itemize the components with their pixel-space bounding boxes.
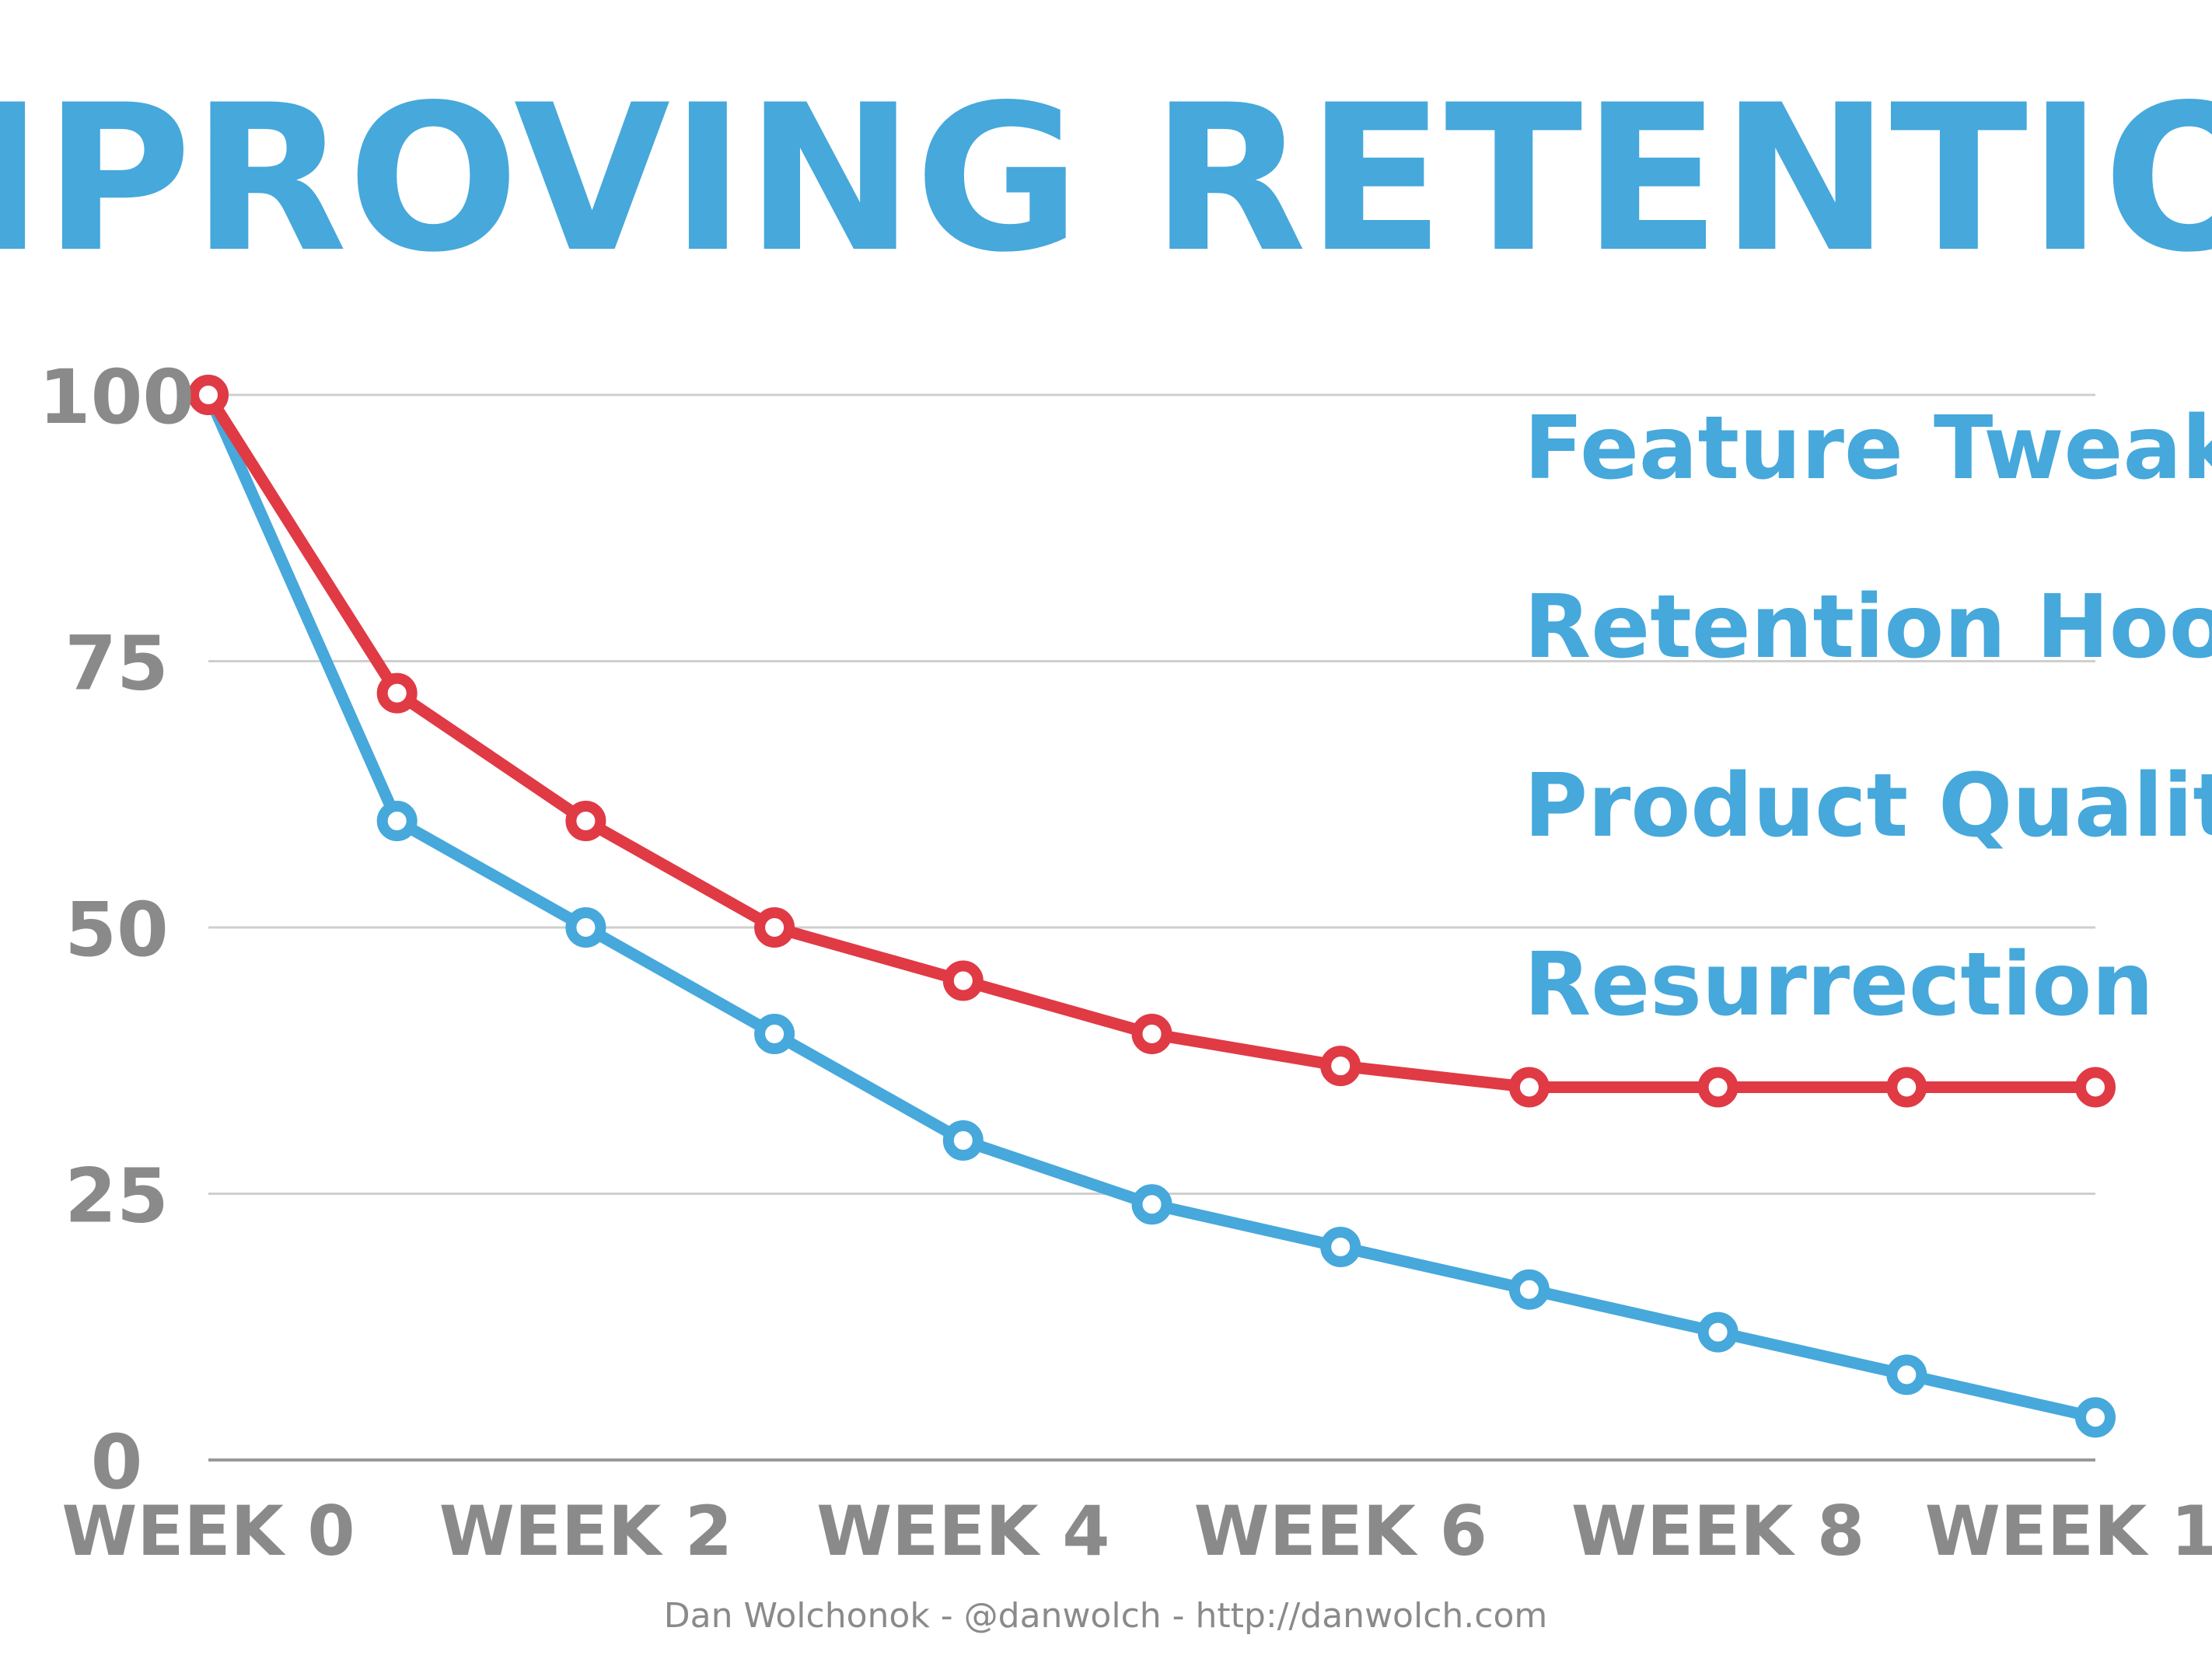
annotation-list: Feature Tweaks Retention Hooks Product Q…: [1524, 398, 2212, 1036]
x-tick-label: WEEK 8: [1571, 1491, 1864, 1571]
series-line: [202, 389, 2102, 1423]
data-point: [376, 801, 418, 841]
data-point: [1886, 1067, 1927, 1108]
annotation-feature-tweaks: Feature Tweaks: [1524, 398, 2212, 499]
annotation-resurrection: Resurrection: [1524, 934, 2154, 1036]
chart-title: IMPROVING RETENTION: [0, 62, 2212, 297]
x-tick-label: WEEK 4: [816, 1491, 1109, 1571]
data-point: [2075, 1067, 2116, 1108]
data-point: [1508, 1269, 1550, 1310]
series-improved: [188, 375, 2116, 1108]
data-point: [1508, 1067, 1550, 1108]
data-point: [1131, 1184, 1172, 1225]
data-point: [376, 672, 418, 714]
y-tick-label: 0: [91, 1419, 143, 1506]
data-point: [754, 1014, 795, 1054]
series-baseline: [188, 375, 2116, 1438]
x-axis-ticks: WEEK 0 WEEK 2 WEEK 4 WEEK 6 WEEK 8 WEEK 10: [61, 1491, 2212, 1571]
data-point: [1697, 1067, 1738, 1108]
data-point: [754, 907, 795, 948]
grid-layer: [208, 393, 2095, 1462]
y-tick-label: 25: [65, 1153, 169, 1240]
y-tick-label: 75: [65, 620, 169, 707]
y-tick-label: 50: [65, 886, 169, 973]
data-point: [188, 375, 229, 415]
data-point: [1886, 1354, 1927, 1395]
x-tick-label: WEEK 10: [1925, 1491, 2212, 1571]
data-point: [942, 960, 984, 1001]
y-axis-ticks: 0 25 50 75 100: [39, 354, 194, 1506]
annotation-product-quality: Product Quality: [1524, 756, 2212, 857]
data-point: [2075, 1397, 2116, 1438]
data-point: [565, 907, 606, 948]
data-point: [1320, 1046, 1361, 1087]
x-tick-label: WEEK 2: [439, 1491, 732, 1571]
data-point: [1320, 1227, 1361, 1267]
series-layer: [188, 375, 2116, 1438]
x-tick-label: WEEK 6: [1194, 1491, 1487, 1571]
x-tick-label: WEEK 0: [61, 1491, 355, 1571]
data-point: [1697, 1311, 1738, 1353]
data-point: [942, 1120, 984, 1161]
annotation-retention-hooks: Retention Hooks: [1524, 577, 2212, 678]
footer-credit: Dan Wolchonok - @danwolch - http://danwo…: [664, 1596, 1548, 1636]
data-point: [565, 801, 606, 841]
data-point: [1131, 1014, 1172, 1054]
y-tick-label: 100: [39, 354, 194, 441]
